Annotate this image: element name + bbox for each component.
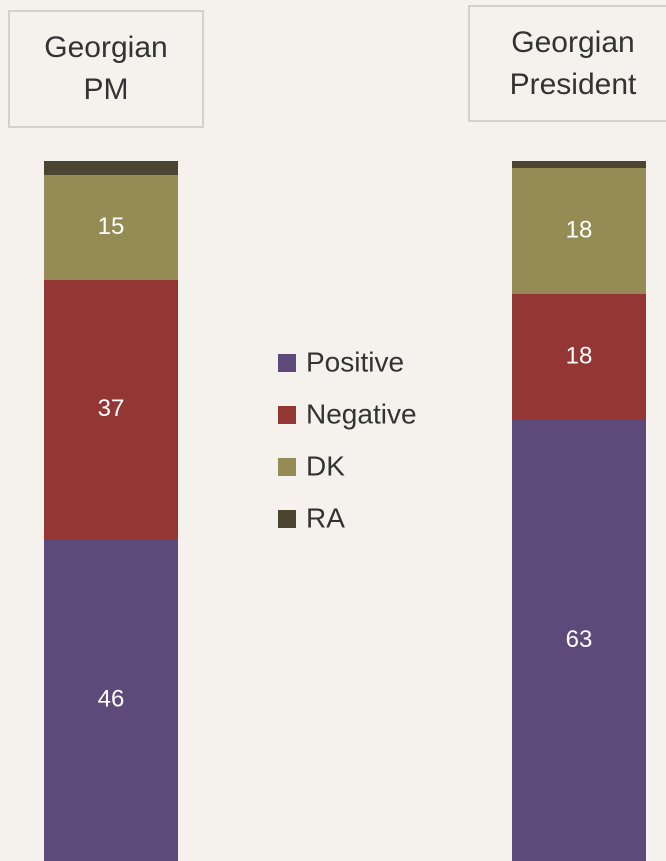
legend-swatch [278, 510, 296, 528]
legend-swatch [278, 406, 296, 424]
category-text: Georgian PM [44, 31, 168, 106]
legend-label: DK [306, 450, 345, 481]
legend-label: Positive [306, 346, 404, 377]
legend-label: RA [306, 502, 345, 533]
legend-swatch [278, 458, 296, 476]
value-label: 15 [98, 213, 125, 240]
legend-swatch [278, 354, 296, 372]
bar-segment [44, 161, 178, 175]
legend-label: Negative [306, 398, 417, 429]
category-label: Georgian PM [8, 10, 204, 128]
bar-segment [512, 161, 646, 168]
bar-segment [44, 539, 178, 861]
bar-segment [512, 294, 646, 420]
bar-segment [44, 175, 178, 280]
value-label: 18 [566, 216, 593, 243]
bar-segment [44, 280, 178, 539]
bar-segment [512, 420, 646, 861]
value-label: 18 [566, 342, 593, 369]
bar-segment [512, 168, 646, 294]
value-label: 37 [98, 395, 125, 422]
category-text: Georgian President [509, 25, 637, 101]
value-label: 63 [566, 626, 593, 653]
value-label: 46 [98, 685, 125, 712]
category-label: Georgian President [468, 5, 666, 122]
